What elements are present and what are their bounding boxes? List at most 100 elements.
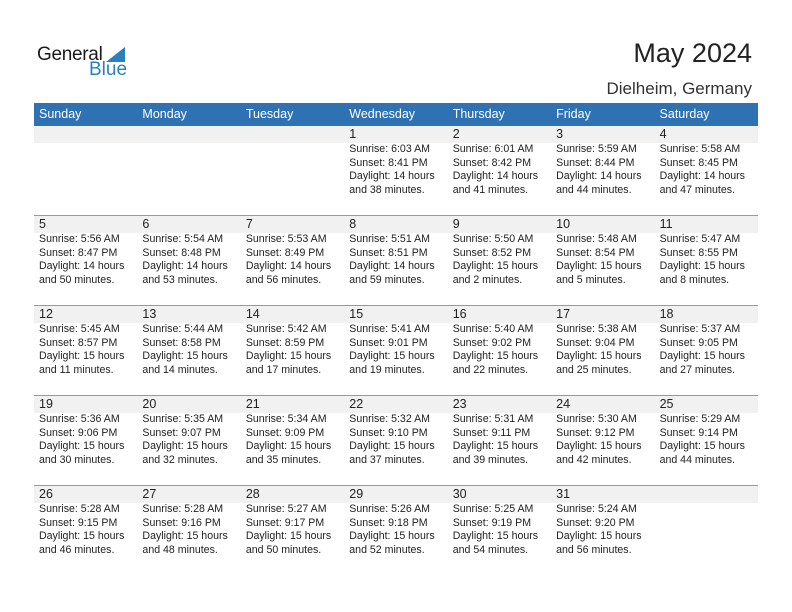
daylight-text: Daylight: 14 hours [142, 260, 228, 272]
sunrise-text: Sunrise: 5:35 AM [142, 413, 224, 425]
daylight-text: and 22 minutes. [452, 363, 529, 376]
day-number: 22 [349, 397, 364, 411]
daylight-text: and 59 minutes. [349, 273, 425, 286]
day-number: 1 [349, 127, 357, 141]
day-number: 2 [452, 127, 460, 141]
logo: General Blue [37, 44, 132, 80]
sunset-text: Sunset: 9:14 PM [659, 426, 738, 439]
day-number: 14 [245, 307, 260, 321]
daylight-text: and 35 minutes. [245, 453, 322, 466]
day-cell: 14 Sunrise: 5:42 AM Sunset: 8:59 PM Dayligh… [241, 306, 344, 396]
sunrise-text: Sunrise: 5:25 AM [452, 503, 534, 515]
sunset-text: Sunset: 8:51 PM [349, 246, 428, 259]
sunset-text: Sunset: 9:05 PM [659, 336, 738, 349]
sunrise-text: Sunrise: 5:47 AM [659, 233, 741, 245]
daylight-text: and 30 minutes. [39, 453, 115, 466]
daylight-text: and 41 minutes. [452, 183, 529, 196]
sunset-text: Sunset: 9:06 PM [39, 426, 118, 439]
daylight-text: Daylight: 14 hours [659, 170, 745, 182]
sunset-text: Sunset: 9:07 PM [142, 426, 221, 439]
daylight-text: and 54 minutes. [452, 543, 529, 556]
sunset-text: Sunset: 8:49 PM [245, 246, 325, 259]
daylight-text: Daylight: 15 hours [452, 350, 539, 362]
sunset-text: Sunset: 9:04 PM [556, 336, 635, 349]
day-number: 15 [349, 307, 364, 321]
sunset-text: Sunset: 8:44 PM [556, 156, 635, 169]
sunset-text: Sunset: 8:52 PM [452, 246, 532, 259]
sunrise-text: Sunrise: 5:48 AM [556, 233, 637, 245]
sunset-text: Sunset: 9:17 PM [245, 516, 325, 529]
day-cell: 25 Sunrise: 5:29 AM Sunset: 9:14 PM Dayligh… [655, 396, 758, 486]
weekday-thursday: Thursday [452, 107, 505, 121]
sunrise-text: Sunrise: 5:28 AM [39, 503, 120, 515]
sunset-text: Sunset: 9:02 PM [452, 336, 532, 349]
sunset-text: Sunset: 8:55 PM [659, 246, 738, 259]
day-number: 4 [659, 127, 667, 141]
daylight-text: Daylight: 15 hours [142, 440, 228, 452]
daylight-text: and 47 minutes. [659, 183, 735, 196]
day-cell: 11 Sunrise: 5:47 AM Sunset: 8:55 PM Dayligh… [655, 216, 758, 306]
daylight-text: Daylight: 15 hours [556, 530, 642, 542]
sunrise-text: Sunrise: 5:24 AM [556, 503, 637, 515]
daylight-text: Daylight: 15 hours [39, 530, 125, 542]
day-number: 10 [556, 217, 571, 231]
day-cell: 23 Sunrise: 5:31 AM Sunset: 9:11 PM Dayligh… [448, 396, 551, 486]
daylight-text: and 8 minutes. [659, 273, 730, 286]
day-cell: 3 Sunrise: 5:59 AM Sunset: 8:44 PM Daylight… [551, 126, 654, 216]
location: Dielheim, Germany [606, 79, 753, 98]
day-cell: 2 Sunrise: 6:01 AM Sunset: 8:42 PM Daylight… [448, 126, 551, 216]
daylight-text: and 39 minutes. [452, 453, 529, 466]
daylight-text: Daylight: 15 hours [39, 350, 125, 362]
daylight-text: and 48 minutes. [142, 543, 218, 556]
sunrise-text: Sunrise: 5:32 AM [349, 413, 430, 425]
daylight-text: and 50 minutes. [39, 273, 115, 286]
day-number: 7 [245, 217, 253, 231]
daylight-text: and 19 minutes. [349, 363, 425, 376]
day-cell: 29 Sunrise: 5:26 AM Sunset: 9:18 PM Dayligh… [344, 486, 447, 576]
day-number: 9 [452, 217, 460, 231]
sunset-text: Sunset: 8:42 PM [452, 156, 532, 169]
daylight-text: Daylight: 15 hours [349, 440, 435, 452]
daylight-text: and 17 minutes. [245, 363, 322, 376]
daylight-text: and 50 minutes. [245, 543, 322, 556]
sunrise-text: Sunrise: 5:54 AM [142, 233, 224, 245]
daylight-text: and 25 minutes. [556, 363, 632, 376]
day-number: 21 [245, 397, 260, 411]
day-number-bar [34, 396, 758, 413]
sunset-text: Sunset: 8:41 PM [349, 156, 428, 169]
daylight-text: Daylight: 15 hours [659, 260, 745, 272]
sunrise-text: Sunrise: 5:28 AM [142, 503, 224, 515]
week-row: 19 Sunrise: 5:36 AM Sunset: 9:06 PM Dayligh… [34, 395, 758, 486]
sunset-text: Sunset: 8:48 PM [142, 246, 221, 259]
day-number: 20 [142, 397, 157, 411]
day-number: 16 [452, 307, 467, 321]
logo-word-general: General [37, 44, 103, 65]
day-cell: 30 Sunrise: 5:25 AM Sunset: 9:19 PM Dayligh… [448, 486, 551, 576]
daylight-text: and 56 minutes. [556, 543, 632, 556]
daylight-text: Daylight: 14 hours [349, 170, 435, 182]
weekday-monday: Monday [142, 107, 187, 121]
day-number: 18 [659, 307, 674, 321]
daylight-text: Daylight: 15 hours [142, 530, 228, 542]
sunrise-text: Sunrise: 5:41 AM [349, 323, 430, 335]
day-cell: 6 Sunrise: 5:54 AM Sunset: 8:48 PM Daylight… [137, 216, 240, 306]
day-cell: 1 Sunrise: 6:03 AM Sunset: 8:41 PM Daylight… [344, 126, 447, 216]
week-row: 1 Sunrise: 6:03 AM Sunset: 8:41 PM Daylight… [34, 126, 758, 216]
sunrise-text: Sunrise: 5:59 AM [556, 143, 637, 155]
day-cell: 15 Sunrise: 5:41 AM Sunset: 9:01 PM Dayligh… [344, 306, 447, 396]
sunrise-text: Sunrise: 5:45 AM [39, 323, 120, 335]
daylight-text: Daylight: 14 hours [39, 260, 125, 272]
day-cell: 5 Sunrise: 5:56 AM Sunset: 8:47 PM Daylight… [34, 216, 137, 306]
sunrise-text: Sunrise: 5:51 AM [349, 233, 430, 245]
daylight-text: Daylight: 15 hours [39, 440, 125, 452]
day-cell: 13 Sunrise: 5:44 AM Sunset: 8:58 PM Dayligh… [137, 306, 240, 396]
day-number: 28 [245, 487, 260, 501]
sunset-text: Sunset: 8:45 PM [659, 156, 738, 169]
daylight-text: Daylight: 15 hours [245, 530, 332, 542]
day-cell: 20 Sunrise: 5:35 AM Sunset: 9:07 PM Dayligh… [137, 396, 240, 486]
day-number: 11 [659, 217, 673, 231]
daylight-text: Daylight: 15 hours [659, 440, 745, 452]
sunrise-text: Sunrise: 5:40 AM [452, 323, 534, 335]
daylight-text: Daylight: 15 hours [245, 350, 332, 362]
sunset-text: Sunset: 8:57 PM [39, 336, 118, 349]
